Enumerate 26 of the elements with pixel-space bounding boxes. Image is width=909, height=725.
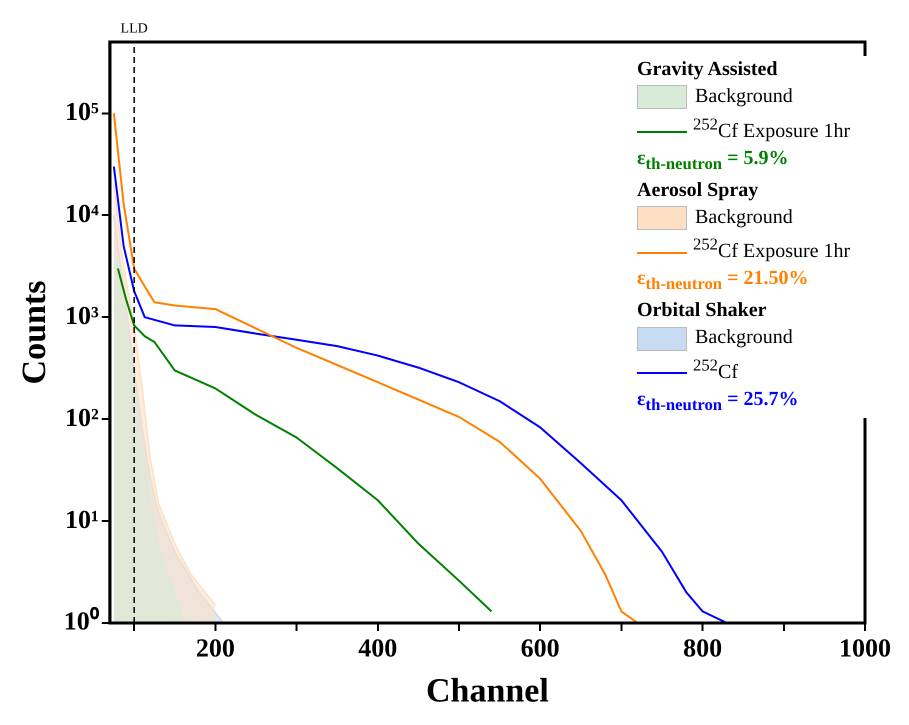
y-tick-label: 10³ [65, 300, 100, 330]
legend-label: Background [695, 85, 793, 107]
ref-line-label: LLD [120, 22, 148, 37]
y-tick-label: 10¹ [65, 504, 99, 534]
y-tick-label: 10⁵ [65, 96, 100, 126]
annotation: ε$_{th-neutron}$ = 21.50% [637, 266, 810, 296]
x-tick-label: 200 [196, 633, 235, 662]
annotation: Gravity Assisted [637, 57, 779, 82]
legend-label: $^{252}$Cf [693, 355, 738, 383]
legend-label: Background [695, 326, 793, 348]
annotation: Orbital Shaker [637, 298, 768, 324]
annotation: ε$_{th-neutron}$ = 25.7% [637, 386, 800, 416]
legend-label: $^{252}$Cf Exposure 1hr [693, 234, 850, 262]
legend-label: Background [695, 206, 793, 228]
x-tick-label: 800 [683, 633, 722, 662]
x-tick-label: 400 [358, 633, 398, 662]
x-tick-label: 1000 [839, 633, 891, 662]
x-axis-title: Channel [426, 672, 549, 710]
legend-label: $^{252}$Cf Exposure 1hr [693, 114, 850, 142]
x-tick-label: 600 [520, 633, 560, 662]
y-tick-label: 10² [65, 402, 100, 432]
y-tick-label: 10⁴ [65, 198, 100, 228]
y-axis-title: Counts [16, 280, 54, 384]
annotation: Aerosol Spray [637, 178, 760, 203]
y-tick-label: 10⁰ [64, 606, 100, 636]
annotation: ε$_{th-neutron}$ = 5.9% [637, 146, 790, 175]
